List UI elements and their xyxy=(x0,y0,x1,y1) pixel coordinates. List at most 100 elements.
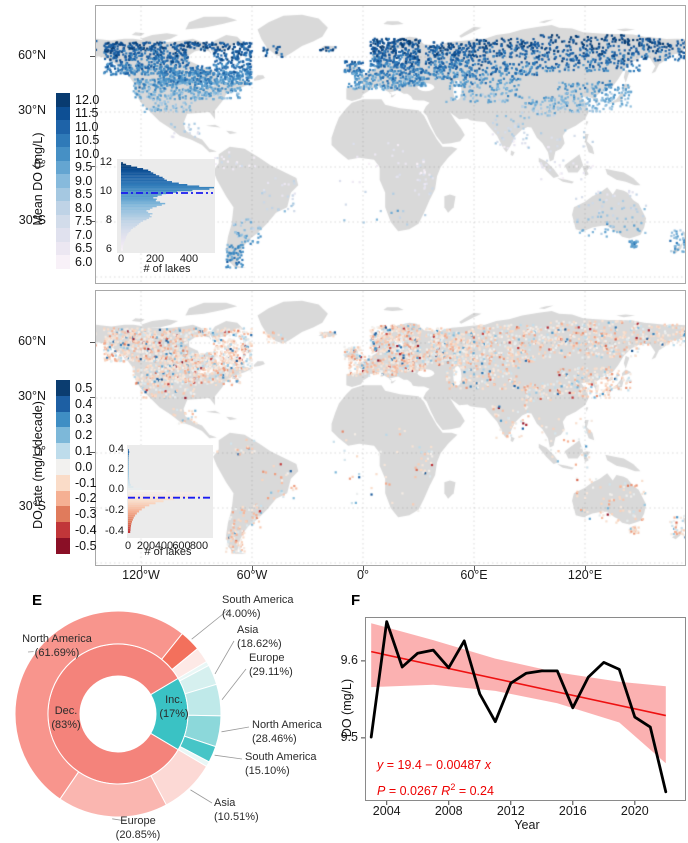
histogram-bar xyxy=(128,531,131,533)
histogram-bar xyxy=(128,465,129,468)
trend-xlabel: Year xyxy=(514,818,540,832)
histogram-bar xyxy=(128,512,137,515)
histogram-bar xyxy=(121,240,125,243)
map-c-lon-tick: 60°W xyxy=(236,568,268,582)
histogram-bar xyxy=(121,234,127,237)
inset-d-xtick: 600 xyxy=(172,540,191,552)
colorbar-mean-do: 12.0 11.5 11.0 10.5 10.0 9.5 9.0 8.5 8.0 7.5 7.0 6.… xyxy=(56,93,99,269)
eq-mid: = 19.4 − 0.00487 xyxy=(383,758,485,772)
colorbar-c-row: 0.0 xyxy=(56,458,97,475)
donut-label-dec-europe: Europe (20.85%) xyxy=(88,815,188,842)
donut-label-inc-south-america-text: (15.10%) xyxy=(245,764,290,777)
label-leader-line xyxy=(191,609,229,640)
colorbar-c-tick-label: -0.2 xyxy=(75,491,97,506)
colorbar-a-swatch xyxy=(56,241,70,255)
map-c-lon-tick: 120°E xyxy=(567,568,603,582)
histogram-bar xyxy=(128,455,129,458)
map-a-lat-tick: 60°N xyxy=(18,48,46,62)
colorbar-a-swatch xyxy=(56,174,70,188)
inset-b-ytick: 6 xyxy=(105,243,112,255)
colorbar-a-row: 6.0 xyxy=(56,255,99,269)
histogram-bar xyxy=(121,163,127,166)
colorbar-c-tick-label: -0.1 xyxy=(75,475,97,490)
histogram-bar xyxy=(121,175,160,177)
tick-mark xyxy=(90,342,95,343)
colorbar-a-tick-label: 7.5 xyxy=(75,214,93,229)
colorbar-a-swatch xyxy=(56,133,70,147)
colorbar-a-tick-label: 9.0 xyxy=(75,173,93,188)
histogram-bar xyxy=(121,208,150,211)
label-leader-line xyxy=(190,789,213,804)
histogram-bar xyxy=(121,184,188,186)
colorbar-c-swatch xyxy=(56,411,70,428)
colorbar-c-row: -0.5 xyxy=(56,537,97,554)
donut-label-inc-north-america-text: North America xyxy=(252,719,322,731)
colorbar-a-tick-label: 10.0 xyxy=(75,146,100,161)
donut-label-dec-north-america-text: (61.69%) xyxy=(34,646,80,659)
histogram-bar xyxy=(121,214,150,216)
histogram-bar xyxy=(128,477,130,480)
donut-label-inc-north-america-text: (28.46%) xyxy=(252,732,297,745)
histogram-bar xyxy=(121,220,144,222)
colorbar-c-swatch xyxy=(56,506,70,523)
colorbar-c-tick-label: -0.4 xyxy=(75,523,97,538)
histogram-bar xyxy=(121,231,129,234)
colorbar-c-tick-label: 0.5 xyxy=(75,380,93,395)
confidence-band xyxy=(371,623,666,764)
colorbar-a-swatch xyxy=(56,255,70,269)
stat-req: = 0.24 xyxy=(455,784,494,799)
colorbar-a-row: 8.0 xyxy=(56,201,99,215)
histogram-bar xyxy=(128,520,132,523)
donut-label-inc-asia: Asia (18.62%) xyxy=(237,624,327,651)
histogram-bar xyxy=(128,490,167,492)
inset-histogram-rate xyxy=(127,445,213,538)
histogram-bar xyxy=(121,169,149,171)
donut-label-inc-europe-text: Europe xyxy=(249,652,285,664)
donut-label-dec-europe-text: (20.85%) xyxy=(115,828,161,841)
trend-xtick: 2008 xyxy=(434,804,463,818)
histogram-bar xyxy=(121,176,163,179)
inset-d-xtick: 400 xyxy=(154,540,174,552)
regression-line xyxy=(371,650,667,717)
inset-d-ytick: 0.2 xyxy=(108,463,124,475)
map-a-lat-tick: 0° xyxy=(34,158,46,172)
trend-frame xyxy=(365,617,686,801)
histogram-bar xyxy=(121,178,165,180)
inset-b-xtick: 200 xyxy=(145,253,165,265)
map-c-lat-tick: 60°N xyxy=(18,334,46,348)
tick-mark xyxy=(363,566,364,571)
histogram-bar xyxy=(121,213,153,215)
histogram-bar xyxy=(128,483,131,486)
colorbar-a-swatch xyxy=(56,147,70,161)
colorbar-a-tick-label: 12.0 xyxy=(75,92,100,107)
histogram-bar xyxy=(121,249,124,251)
histogram-bar xyxy=(121,179,167,182)
colorbar-a-row: 11.5 xyxy=(56,106,99,120)
histogram-bar xyxy=(128,514,136,517)
histogram-bar xyxy=(121,205,157,208)
histogram-bar xyxy=(121,211,149,214)
colorbar-a-swatch xyxy=(56,160,70,174)
donut-chart xyxy=(14,609,250,822)
colorbar-c-row: 0.4 xyxy=(56,395,97,412)
histogram-bar xyxy=(128,526,131,529)
histogram-bar xyxy=(121,181,172,183)
colorbar-c-swatch xyxy=(56,427,70,444)
histogram-bar xyxy=(121,224,138,227)
inset-b-xtick: 400 xyxy=(179,253,199,265)
map-c-lat-tick: 30°N xyxy=(18,389,46,403)
inset-d-ytick: -0.4 xyxy=(105,525,124,537)
histogram-bar xyxy=(121,204,162,206)
inset-d-xtick: 0 xyxy=(124,540,132,552)
histogram-bar xyxy=(128,461,129,464)
eq-y: y xyxy=(377,758,384,772)
histogram-bar xyxy=(128,500,164,503)
histogram-bar xyxy=(121,197,154,199)
colorbar-a-row: 7.5 xyxy=(56,214,99,229)
donut-label-dec-asia-text: Asia xyxy=(214,797,236,809)
map-a-lat-tick: 30°S xyxy=(18,213,46,227)
donut-label-inner-inc-text: Inc. xyxy=(165,694,183,706)
histogram-bar xyxy=(121,188,210,190)
regression-equation: y = 19.4 − 0.00487 x xyxy=(377,758,491,772)
